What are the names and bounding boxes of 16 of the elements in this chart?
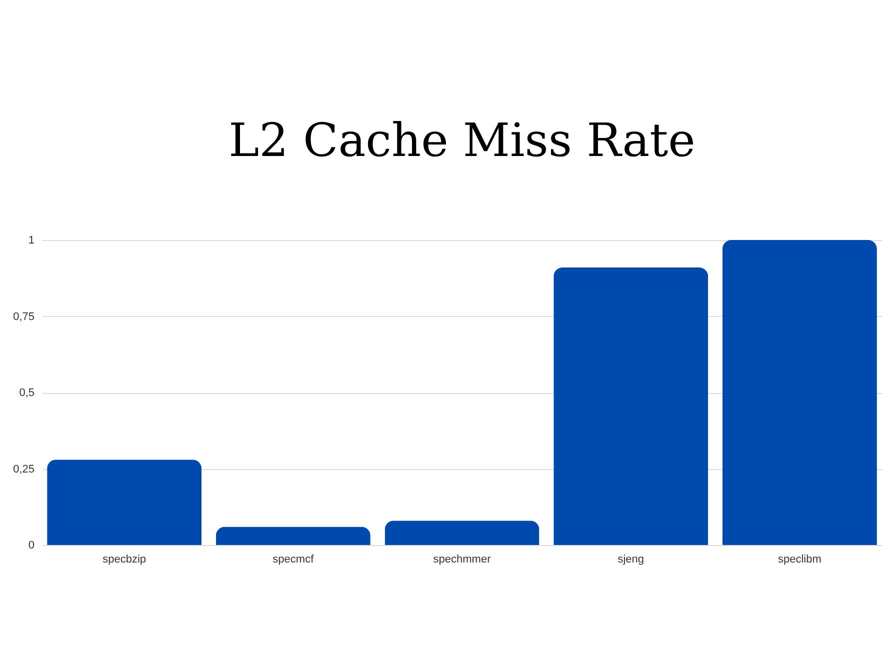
x-tick-label: specmcf (272, 554, 315, 566)
x-tick-label: sjeng (618, 554, 644, 566)
bar (384, 520, 540, 545)
y-tick-label: 0,75 (13, 310, 34, 323)
bar (554, 267, 708, 545)
bar (216, 526, 370, 545)
y-tick-label: 0,25 (13, 463, 34, 476)
y-tick-label: 0 (28, 540, 34, 552)
y-tick-label: 0,5 (19, 387, 34, 399)
x-tick-label: spechmmer (433, 554, 492, 566)
bar (47, 460, 202, 545)
x-tick-label: speclibm (778, 554, 822, 566)
bar (722, 240, 877, 545)
y-tick-label: 1 (28, 234, 34, 246)
x-tick-label: specbzip (102, 554, 146, 566)
chart-title: L2 Cache Miss Rate (228, 113, 696, 167)
